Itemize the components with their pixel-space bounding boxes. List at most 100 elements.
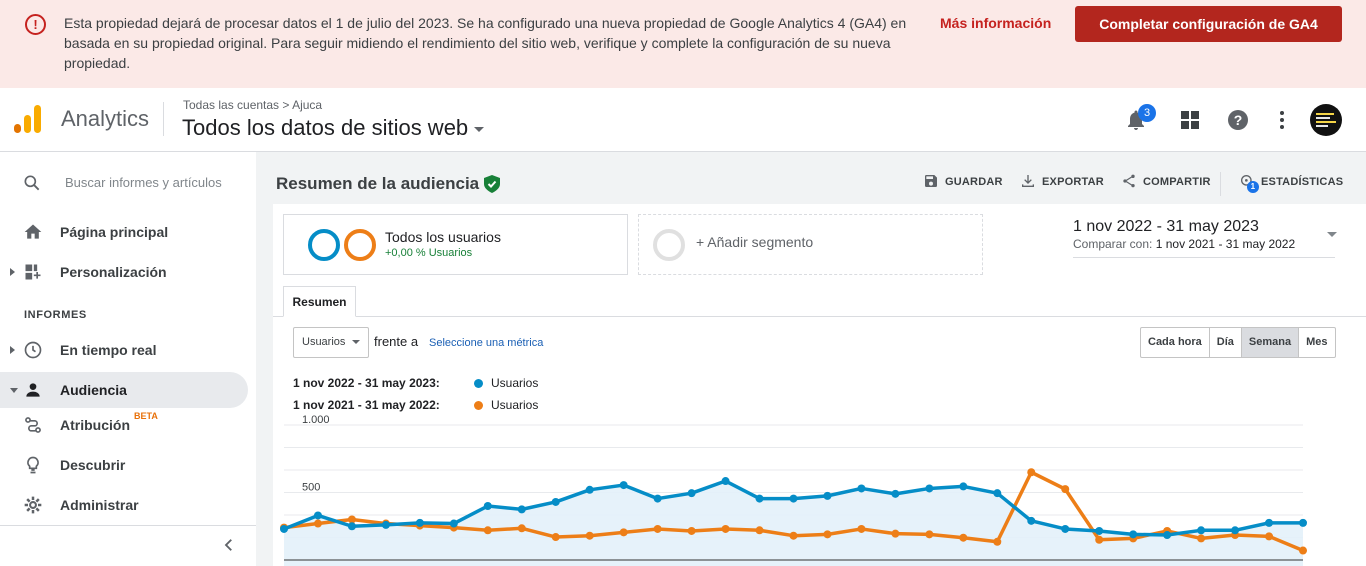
date-range-picker[interactable]: 1 nov 2022 - 31 may 2023 Comparar con: 1… (1073, 218, 1337, 258)
series-previous-point (1299, 546, 1307, 555)
insights-label: ESTADÍSTICAS (1261, 176, 1344, 188)
chevron-down-icon (352, 340, 360, 344)
breadcrumb[interactable]: Todas las cuentas > Ajuca (183, 98, 323, 112)
divider (0, 525, 256, 526)
insights-button[interactable]: 1 ESTADÍSTICAS (1241, 175, 1344, 193)
users-line-chart: 1.000 500 (280, 414, 1307, 566)
expand-icon (10, 346, 15, 354)
sidebar-item-label: Personalización (60, 264, 167, 280)
segment-ring-current (308, 229, 340, 261)
lightbulb-icon (27, 456, 39, 474)
avatar[interactable] (1310, 104, 1342, 136)
property-selector[interactable]: Todos los datos de sitios web (182, 115, 485, 141)
home-icon (24, 224, 42, 239)
compare-label: Comparar con: (1073, 237, 1153, 251)
compare-range: Comparar con: 1 nov 2021 - 31 may 2022 (1073, 237, 1335, 251)
export-button[interactable]: EXPORTAR (1022, 175, 1104, 188)
main-content: Resumen de la audiencia GUARDAR EXPORTAR… (256, 152, 1366, 566)
series-current-point (1027, 516, 1036, 525)
series-previous-point (1265, 532, 1274, 541)
tab-overview[interactable]: Resumen (283, 286, 356, 317)
series-previous-point (653, 524, 662, 533)
gear-icon (24, 496, 42, 514)
series-current-point (517, 505, 526, 514)
series-previous-point (789, 531, 798, 540)
sidebar-item-admin[interactable]: Administrar (0, 487, 248, 523)
dashboard-icon (25, 264, 41, 280)
y-tick-label: 1.000 (302, 414, 330, 426)
export-label: EXPORTAR (1042, 176, 1104, 188)
insights-badge: 1 (1247, 181, 1259, 193)
series-previous-point (1197, 534, 1206, 543)
granularity-day[interactable]: Día (1210, 328, 1242, 357)
sidebar-item-attribution[interactable]: Atribución BETA (0, 407, 248, 443)
series-current-point (619, 481, 628, 490)
granularity-hourly[interactable]: Cada hora (1141, 328, 1210, 357)
person-icon (26, 383, 40, 397)
report-panel: Todos los usuarios +0,00 % Usuarios + Añ… (273, 204, 1366, 566)
share-button[interactable]: COMPARTIR (1123, 174, 1211, 188)
more-vert-icon[interactable] (1270, 108, 1294, 132)
series-previous-point (823, 530, 832, 539)
sidebar-item-discover[interactable]: Descubrir (0, 447, 248, 483)
select-metric-link[interactable]: Seleccione una métrica (429, 337, 544, 349)
y-tick-label: 500 (302, 482, 320, 494)
series-current-point (823, 491, 832, 500)
analytics-logo-icon (14, 105, 42, 133)
download-icon (1022, 175, 1034, 187)
legend-range: 1 nov 2022 - 31 may 2023: (293, 376, 440, 390)
sidebar-item-label: En tiempo real (60, 342, 157, 358)
legend-range: 1 nov 2021 - 31 may 2022: (293, 398, 440, 412)
legend-previous: 1 nov 2021 - 31 may 2022: Usuarios (293, 398, 538, 412)
top-bar: Analytics Todas las cuentas > Ajuca Todo… (0, 88, 1366, 152)
segment-pct: +0,00 % Usuarios (385, 247, 473, 259)
notification-badge: 3 (1138, 104, 1156, 122)
series-current-point (959, 482, 968, 491)
series-previous-point (755, 526, 764, 535)
series-current-point (653, 494, 662, 503)
save-button[interactable]: GUARDAR (925, 175, 1003, 188)
search-placeholder: Buscar informes y artículos (65, 175, 222, 190)
granularity-week[interactable]: Semana (1241, 328, 1300, 357)
sidebar-item-audience[interactable]: Audiencia (0, 372, 248, 408)
series-previous-point (551, 533, 560, 542)
series-current-point (1299, 518, 1307, 527)
legend-dot-current (474, 379, 483, 388)
chevron-down-icon (474, 126, 485, 132)
sidebar-item-label: Administrar (60, 497, 139, 513)
collapse-icon (10, 388, 18, 393)
series-previous-point (347, 515, 356, 524)
warning-icon: ! (25, 14, 46, 35)
sidebar-item-customization[interactable]: Personalización (0, 254, 248, 290)
segment-ring-previous (344, 229, 376, 261)
more-info-link[interactable]: Más información (940, 15, 1052, 31)
add-segment-button[interactable]: + Añadir segmento (638, 214, 983, 275)
metric-select[interactable]: Usuarios (293, 327, 369, 358)
area-current (284, 481, 1303, 566)
series-current-point (925, 484, 934, 493)
product-name: Analytics (61, 106, 150, 131)
verified-shield-icon (484, 175, 500, 193)
help-icon[interactable]: ? (1226, 108, 1250, 132)
series-previous-point (891, 529, 900, 538)
sidebar-item-home[interactable]: Página principal (0, 214, 248, 250)
segment-ring-empty (653, 229, 685, 261)
compare-dates: 1 nov 2021 - 31 may 2022 (1155, 237, 1296, 251)
chevron-left-icon[interactable] (220, 536, 238, 554)
series-previous-point (585, 531, 594, 540)
search-input[interactable]: Buscar informes y artículos (0, 164, 256, 200)
banner-message: Esta propiedad dejará de procesar datos … (64, 15, 907, 71)
share-icon (1123, 174, 1135, 188)
granularity-toggle: Cada hora Día Semana Mes (1140, 327, 1336, 358)
property-name: Todos los datos de sitios web (182, 115, 469, 140)
series-current-point (755, 494, 764, 503)
complete-ga4-button[interactable]: Completar configuración de GA4 (1075, 6, 1342, 42)
series-previous-point (619, 528, 628, 537)
series-current-point (1129, 530, 1138, 539)
sidebar-item-label: Atribución (60, 417, 130, 433)
segment-card[interactable]: Todos los usuarios +0,00 % Usuarios (283, 214, 628, 275)
apps-grid-icon[interactable] (1178, 108, 1202, 132)
sidebar-item-realtime[interactable]: En tiempo real (0, 332, 248, 368)
granularity-month[interactable]: Mes (1306, 336, 1328, 348)
series-previous-point (517, 524, 526, 533)
